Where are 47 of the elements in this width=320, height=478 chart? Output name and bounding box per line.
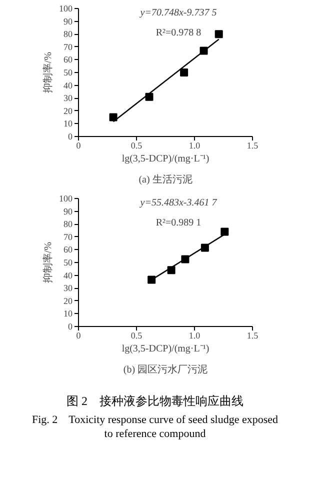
y-tick-label: 80 <box>64 219 73 230</box>
y-tick-label: 100 <box>59 194 73 204</box>
annotation: R²=0.989 1 <box>156 218 202 228</box>
x-tick-label: 1.0 <box>188 140 201 150</box>
point <box>214 30 223 38</box>
text: (a) 生活污泥 <box>138 174 192 186</box>
x-axis-title: lg(3,5-DCP)/(mg·L⁻¹) <box>122 154 210 164</box>
y-tick-label: 20 <box>64 106 73 116</box>
y-tick-label: 60 <box>64 54 73 65</box>
x-tick-label: 1.5 <box>246 140 259 150</box>
x-tick-label: 0.5 <box>130 330 143 340</box>
point <box>180 68 188 76</box>
text: (b) 园区污水厂污泥 <box>123 364 208 376</box>
y-tick-label: 30 <box>64 283 73 294</box>
y-tick-label: 70 <box>64 42 73 52</box>
y-axis-title: 抑制率/% <box>42 52 54 94</box>
point <box>148 276 156 284</box>
y-tick-label: 60 <box>64 244 73 255</box>
annotation: y=55.483x-3.461 7 <box>139 198 218 208</box>
caption: 图 2 接种液参比物毒性响应曲线 <box>66 393 244 410</box>
annotation: R²=0.978 8 <box>156 28 202 38</box>
y-tick-label: 100 <box>59 4 73 14</box>
y-tick-label: 0 <box>68 132 73 142</box>
x-tick-label: 0 <box>76 140 82 150</box>
caption: Fig. 2 Toxicity response curve of seed sludge exposed to reference compound <box>30 413 280 442</box>
y-tick-label: 40 <box>64 80 73 90</box>
y-tick-label: 50 <box>64 68 73 78</box>
annotation: y=70.748x-9.737 5 <box>139 8 217 18</box>
y-tick-label: 50 <box>64 258 73 268</box>
x-tick-label: 0.5 <box>130 140 143 150</box>
x-tick-label: 0 <box>76 330 82 340</box>
y-tick-label: 10 <box>64 308 73 319</box>
y-tick-label: 80 <box>64 29 73 40</box>
y-axis-title: 抑制率/% <box>42 242 54 284</box>
y-tick-label: 0 <box>68 322 73 332</box>
y-tick-label: 40 <box>64 270 73 280</box>
y-tick-label: 70 <box>64 232 73 242</box>
y-tick-label: 20 <box>64 296 73 306</box>
y-tick-label: 90 <box>64 206 73 216</box>
point <box>109 113 118 122</box>
y-tick-label: 90 <box>64 16 73 26</box>
x-axis-title: lg(3,5-DCP)/(mg·L⁻¹) <box>122 344 210 354</box>
y-tick-label: 10 <box>64 118 73 129</box>
y-tick-label: 30 <box>64 93 73 104</box>
x-tick-label: 1.5 <box>246 330 259 340</box>
x-tick-label: 1.0 <box>188 330 201 340</box>
point <box>220 228 229 236</box>
